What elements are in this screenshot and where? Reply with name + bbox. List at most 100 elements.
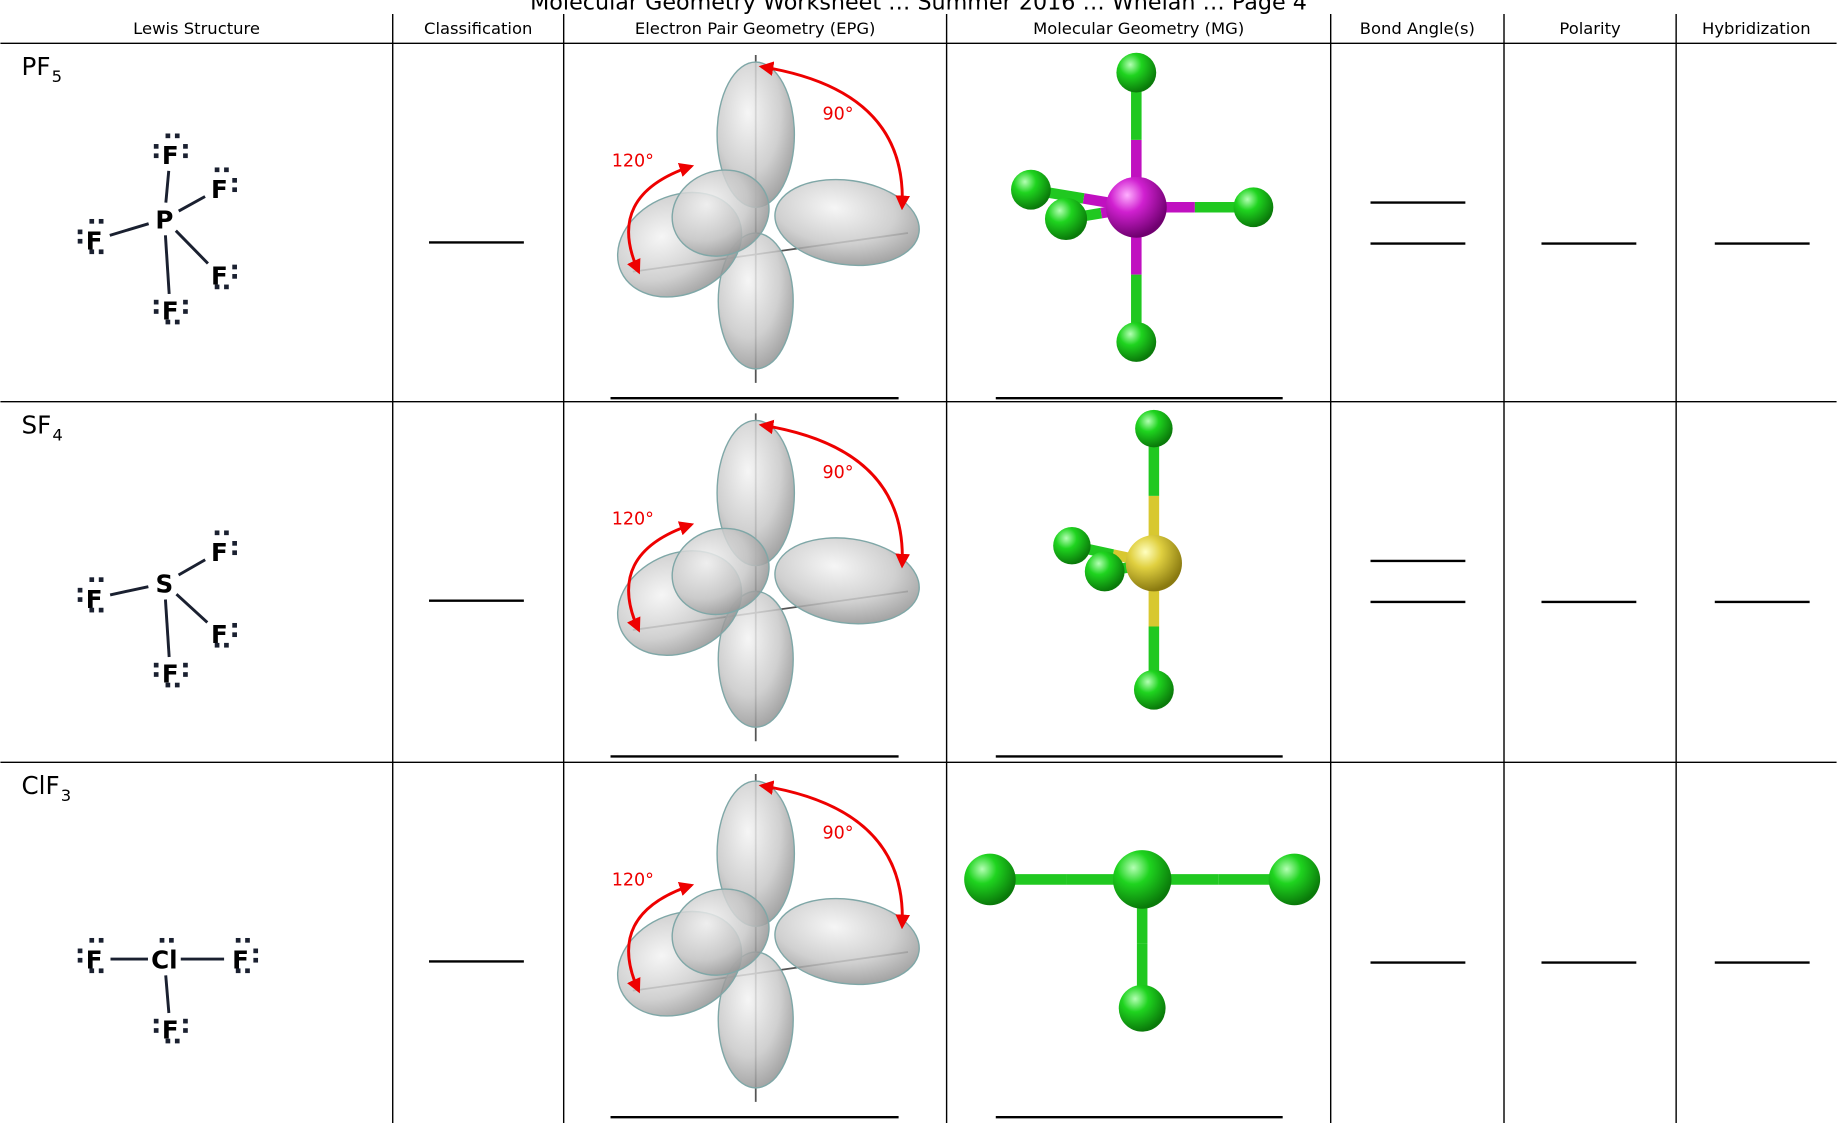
lone-pair-dot: [224, 530, 229, 536]
lone-pair-dot: [153, 662, 159, 668]
atom-ball: [1116, 52, 1157, 93]
lone-pair-dot: [224, 642, 229, 648]
lone-pair-dot: [165, 682, 171, 688]
lewis-bond: [163, 599, 171, 658]
lewis-ligand-atom: F: [86, 585, 103, 614]
lone-pair-dot: [174, 319, 180, 325]
angle-label: 90°: [822, 823, 853, 843]
atom-ball: [1233, 187, 1274, 228]
lone-pair-dot: [153, 672, 159, 677]
lewis-center-atom: Cl: [151, 945, 177, 974]
atom-ball: [1011, 169, 1051, 210]
angle-label: 120°: [612, 151, 654, 171]
lone-pair-dot: [169, 937, 174, 943]
lone-pair-dot: [98, 577, 104, 582]
column-header: Classification: [424, 19, 532, 38]
lone-pair-dot: [183, 1028, 188, 1033]
lewis-ligand-atom: F: [162, 141, 179, 170]
lewis-ligand-atom: F: [211, 175, 228, 204]
angle-arc: [627, 163, 695, 275]
lewis-ligand-atom: F: [211, 620, 228, 649]
lone-pair-dot: [153, 1018, 159, 1024]
angle-arc: [758, 61, 910, 211]
formula-symbol: PF: [22, 52, 51, 81]
lone-pair-dot: [232, 541, 237, 546]
formula-subscript: 3: [61, 786, 71, 805]
atom-ball: [964, 853, 1016, 906]
lone-pair-dot: [165, 1038, 171, 1044]
lone-pair-dot: [232, 632, 237, 638]
lone-pair-dot: [98, 249, 104, 255]
formula-subscript: 4: [52, 425, 62, 444]
lewis-ligand-atom: F: [162, 1016, 179, 1045]
lone-pair-dot: [183, 309, 188, 314]
atom-ball: [1044, 197, 1088, 241]
angle-arc: [627, 882, 695, 994]
formula-symbol: ClF: [22, 771, 60, 800]
lone-pair-dot: [153, 309, 159, 314]
formula-symbol: SF: [22, 410, 52, 439]
atom-ball: [1133, 669, 1174, 710]
lewis-ligand-atom: F: [162, 660, 179, 689]
atom-ball: [1268, 853, 1321, 906]
lone-pair-dot: [89, 937, 95, 943]
lone-pair-dot: [224, 167, 229, 173]
lone-pair-dot: [98, 218, 104, 224]
lone-pair-dot: [77, 597, 83, 602]
angle-label: 90°: [822, 463, 853, 483]
lone-pair-dot: [89, 218, 95, 224]
lone-pair-dot: [153, 1028, 159, 1033]
lone-pair-dot: [183, 662, 188, 668]
lone-pair-dot: [183, 153, 188, 159]
atom-ball: [1053, 526, 1091, 565]
lone-pair-dot: [98, 937, 104, 943]
angle-arc: [627, 521, 695, 633]
atom-ball: [1118, 984, 1166, 1032]
lone-pair-dot: [153, 153, 159, 159]
lewis-ligand-atom: F: [211, 538, 228, 567]
lone-pair-dot: [89, 249, 95, 255]
lone-pair-dot: [174, 682, 180, 688]
lone-pair-dot: [232, 622, 237, 628]
lone-pair-dot: [174, 133, 180, 139]
lone-pair-dot: [253, 957, 259, 963]
atom-ball: [1084, 551, 1125, 592]
lewis-center-atom: S: [156, 570, 174, 599]
atom-ball: [1105, 176, 1167, 238]
lone-pair-dot: [245, 937, 250, 943]
lone-pair-dot: [174, 1038, 180, 1044]
lone-pair-dot: [77, 229, 83, 235]
lewis-ligand-atom: F: [162, 297, 179, 326]
lewis-ligand-atom: F: [86, 226, 103, 255]
lewis-bond: [178, 195, 206, 213]
column-header: Lewis Structure: [133, 19, 260, 38]
atom-ball: [1125, 535, 1182, 592]
lone-pair-dot: [153, 144, 159, 149]
lone-pair-dot: [232, 177, 237, 183]
atom-ball: [1116, 322, 1157, 362]
lone-pair-dot: [214, 167, 220, 173]
column-header: Polarity: [1559, 19, 1621, 38]
lone-pair-dot: [77, 587, 83, 593]
atom-ball: [1135, 409, 1173, 448]
angle-label: 120°: [612, 870, 654, 890]
lewis-ligand-atom: F: [211, 262, 228, 291]
formula-subscript: 5: [52, 67, 62, 86]
angle-arc: [758, 780, 910, 930]
lone-pair-dot: [153, 299, 159, 305]
lone-pair-dot: [183, 299, 188, 305]
lewis-ligand-atom: F: [232, 945, 249, 974]
lone-pair-dot: [183, 672, 188, 677]
column-header: Bond Angle(s): [1360, 19, 1475, 38]
lone-pair-dot: [232, 274, 237, 279]
lewis-bond: [174, 229, 209, 265]
lone-pair-dot: [253, 948, 259, 954]
lone-pair-dot: [165, 319, 171, 325]
lone-pair-dot: [183, 144, 188, 149]
angle-label: 90°: [822, 104, 853, 124]
